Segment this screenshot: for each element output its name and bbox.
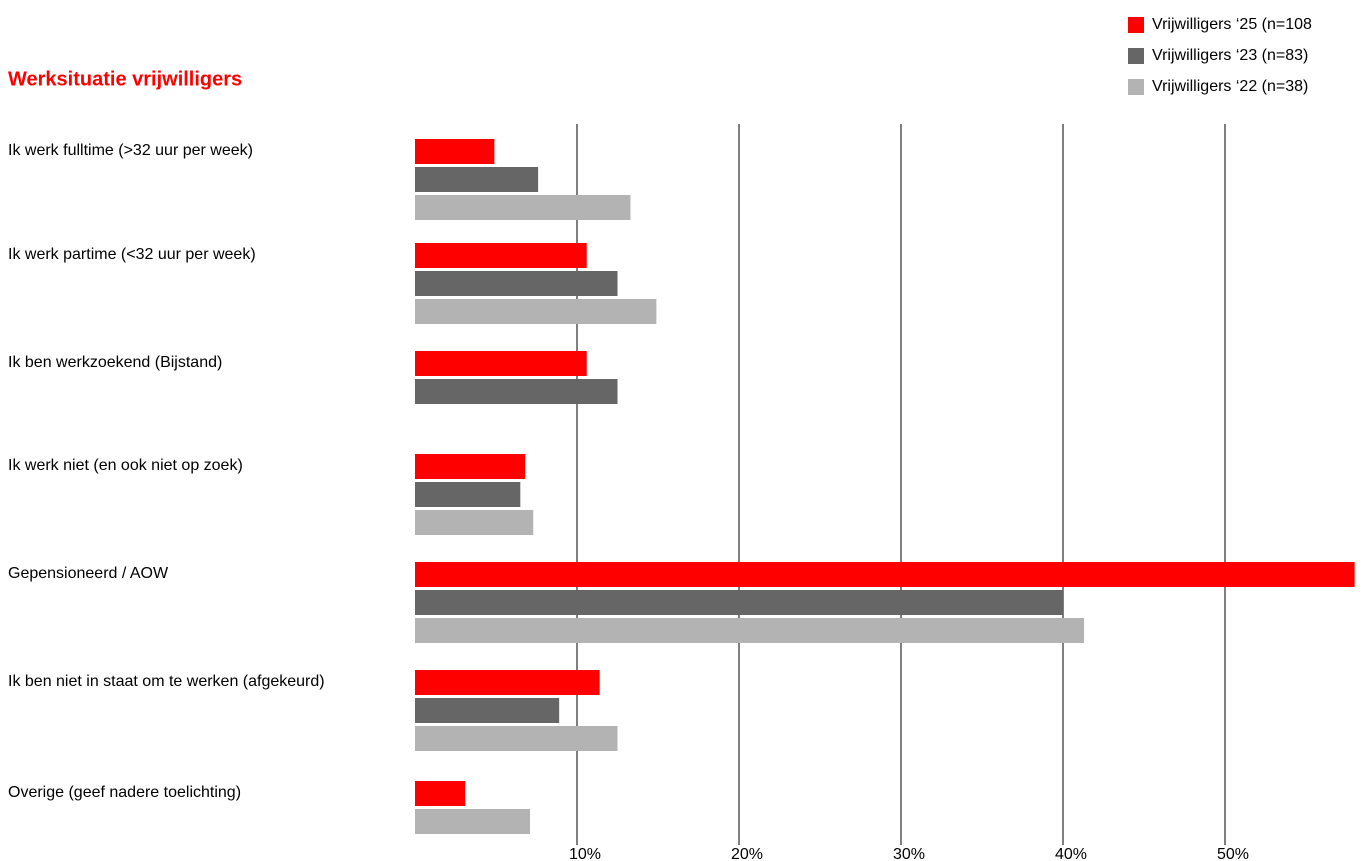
bar (415, 195, 631, 220)
category-label: Ik werk partime (<32 uur per week) (8, 246, 256, 263)
category-label: Overige (geef nadere toelichting) (8, 784, 241, 801)
legend-swatch (1128, 79, 1144, 95)
bar (415, 139, 495, 164)
legend-swatch (1128, 48, 1144, 64)
bar (415, 482, 521, 507)
x-tick-label: 30% (893, 846, 925, 861)
legend-label: Vrijwilligers ‘22 (n=38) (1152, 78, 1308, 95)
category-label: Ik werk niet (en ook niet op zoek) (8, 457, 243, 474)
x-tick-label: 40% (1055, 846, 1087, 861)
bar (415, 454, 526, 479)
category-label: Ik ben werkzoekend (Bijstand) (8, 354, 222, 371)
bar (415, 809, 531, 834)
category-label: Ik werk fulltime (>32 uur per week) (8, 142, 253, 159)
bar (415, 510, 534, 535)
legend-swatch (1128, 17, 1144, 33)
bar (415, 698, 560, 723)
bar (415, 243, 587, 268)
x-tick-label: 10% (569, 846, 601, 861)
category-label: Gepensioneerd / AOW (8, 565, 169, 582)
legend-label: Vrijwilligers ‘25 (n=108 (1152, 16, 1312, 33)
bar (415, 299, 657, 324)
bar (415, 726, 618, 751)
bar (415, 562, 1355, 587)
bar (415, 590, 1063, 615)
bar (415, 618, 1085, 643)
bar (415, 781, 466, 806)
category-label: Ik ben niet in staat om te werken (afgek… (8, 673, 325, 690)
bar (415, 271, 618, 296)
bar (415, 379, 618, 404)
bar (415, 670, 600, 695)
x-tick-label: 20% (731, 846, 763, 861)
bar (415, 167, 539, 192)
bar (415, 351, 587, 376)
x-tick-label: 50% (1217, 846, 1249, 861)
chart-title: Werksituatie vrijwilligers (8, 68, 242, 90)
legend-label: Vrijwilligers ‘23 (n=83) (1152, 47, 1308, 64)
